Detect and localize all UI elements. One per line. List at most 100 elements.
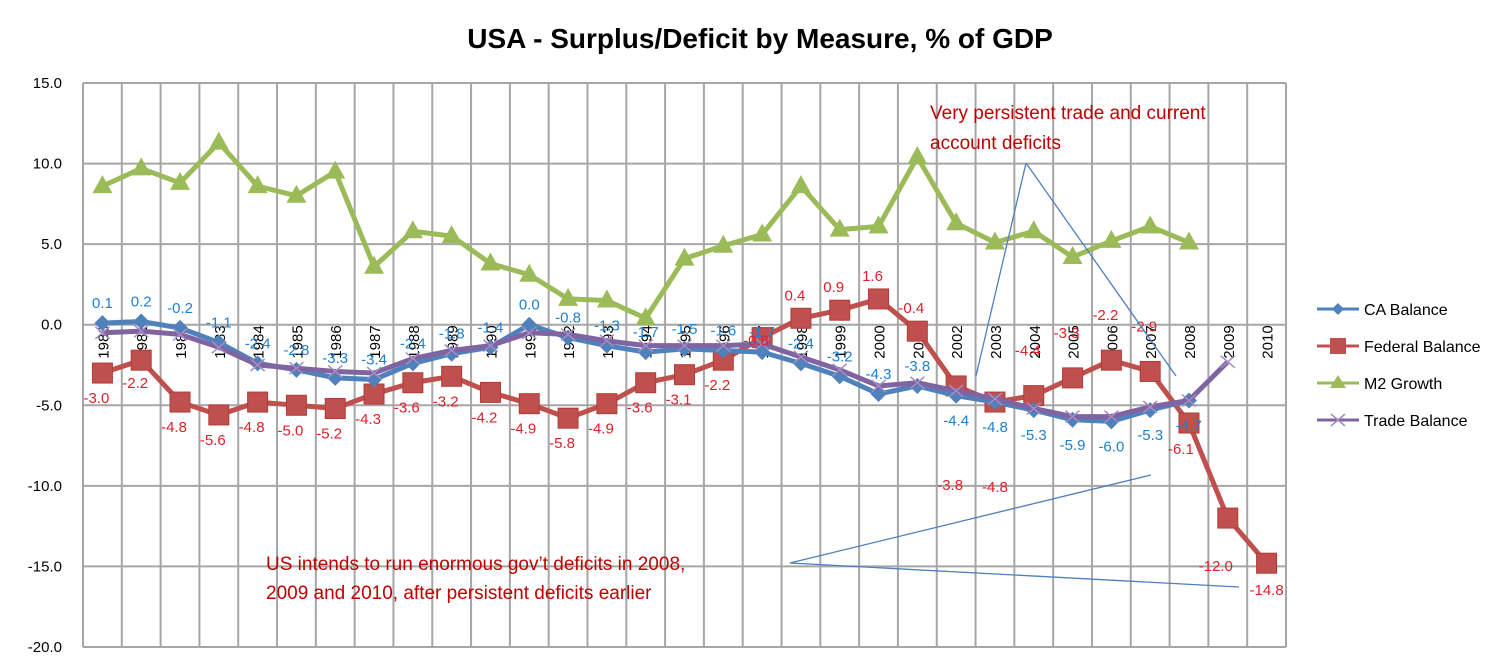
data-label-federal-balance: -3.6 (394, 400, 420, 417)
data-point-square (906, 320, 928, 342)
annotation-trade-pointer-right (1025, 162, 1177, 377)
data-label-federal-balance: -4.9 (588, 421, 614, 438)
data-label-ca-balance: -3.8 (904, 358, 930, 375)
legend-x-icon (1330, 413, 1346, 427)
series-line (101, 140, 1190, 321)
data-label-ca-balance: -6.0 (1098, 438, 1124, 455)
data-point-square (868, 288, 890, 310)
y-axis-ticks: 15.0 10.0 5.0 0.0 -5.0 -10.0 -15.0 -20.0 (28, 75, 62, 656)
data-point-triangle (674, 247, 695, 266)
data-label-federal-balance: -4.3 (355, 411, 381, 428)
data-point-square (130, 349, 152, 371)
data-point-square (441, 365, 463, 387)
data-point-square (91, 362, 113, 384)
data-point-x (793, 350, 809, 364)
data-label-federal-balance: -3.0 (83, 390, 109, 407)
data-point-x (250, 358, 266, 372)
data-label-federal-balance: -2.9 (1131, 318, 1157, 335)
data-label-federal-balance: -2.2 (704, 377, 730, 394)
annotation-trade-deficits: Very persistent trade and current accoun… (930, 103, 1211, 154)
y-tick-label: -20.0 (28, 639, 62, 656)
data-point-triangle (519, 263, 540, 282)
data-point-triangle (984, 231, 1005, 250)
data-point-x (948, 384, 964, 398)
x-tick-label: 1986 (328, 325, 345, 358)
data-point-x (405, 351, 421, 366)
data-label-federal-balance: -0.4 (898, 300, 924, 317)
data-point-triangle (286, 184, 307, 203)
data-point-x (1026, 401, 1042, 416)
data-labels-layer: 0.1 0.2 -0.2 -1.1 -2.4 -2.8 -3.3 -3.4 -2.4 -1.8 -1… (83, 268, 1283, 599)
data-label-ca-balance: -4.7 (1176, 417, 1202, 434)
data-point-triangle (480, 252, 501, 271)
data-point-x (560, 327, 576, 341)
data-label-federal-balance: -6.1 (1168, 441, 1194, 458)
data-point-x (1220, 355, 1236, 369)
data-label-federal-balance: -14.8 (1249, 582, 1283, 599)
x-tick-label: 2003 (988, 325, 1005, 358)
data-label-ca-balance: -1.6 (710, 322, 736, 339)
data-label-federal-balance: 0.4 (784, 287, 805, 304)
data-point-square (479, 381, 501, 403)
x-tick-label: 2004 (1027, 325, 1044, 358)
y-tick-label: 15.0 (33, 75, 62, 92)
annotation-trade-pointer-left (975, 162, 1027, 377)
data-point-triangle (596, 289, 617, 308)
data-point-square (402, 372, 424, 394)
data-label-federal-balance: -0.8 (743, 333, 769, 350)
data-point-triangle (635, 307, 656, 326)
data-point-square (557, 407, 579, 429)
data-label-ca-balance: -5.3 (1137, 427, 1163, 444)
x-tick-label: 1984 (251, 325, 268, 358)
legend: CA Balance Federal Balance M2 Growth Trade … (1317, 302, 1481, 430)
data-point-square (790, 307, 812, 329)
data-point-triangle (364, 255, 385, 274)
data-label-federal-balance: -5.0 (278, 422, 304, 439)
data-point-square (596, 393, 618, 415)
data-label-federal-balance: -5.6 (200, 432, 226, 449)
data-point-triangle (441, 225, 462, 244)
data-point-triangle (170, 171, 191, 190)
data-point-square (247, 391, 269, 413)
data-label-ca-balance: -4.4 (943, 413, 969, 430)
y-tick-label: 0.0 (41, 317, 62, 334)
data-label-federal-balance: -2.2 (1092, 307, 1118, 324)
data-point-x (1142, 400, 1158, 414)
data-point-x (444, 343, 460, 358)
annotation-trade-deficits-line-2: account deficits (930, 133, 1061, 154)
data-point-square (1100, 349, 1122, 371)
data-label-federal-balance: -12.0 (1199, 558, 1233, 575)
data-point-triangle (208, 131, 229, 150)
legend-item-federal-balance: Federal Balance (1317, 338, 1481, 356)
data-point-x (482, 339, 498, 353)
data-point-square (829, 299, 851, 321)
data-label-ca-balance: -1.7 (633, 324, 659, 341)
x-tick-label: 2002 (949, 325, 966, 358)
annotation-gov-pointer-lower (789, 562, 1240, 588)
data-point-triangle (1062, 246, 1083, 265)
data-label-ca-balance: -4.3 (866, 366, 892, 383)
data-label-ca-balance: -5.9 (1060, 437, 1086, 454)
data-point-square (674, 364, 695, 386)
data-point-x (172, 327, 188, 341)
data-point-triangle (1101, 229, 1122, 248)
data-label-federal-balance: -4.4 (1015, 343, 1041, 360)
data-point-triangle (1023, 220, 1044, 239)
data-point-diamond (94, 315, 111, 332)
data-point-square (208, 404, 230, 426)
data-label-federal-balance: 0.9 (823, 279, 844, 296)
data-point-triangle (713, 234, 734, 253)
data-point-x (94, 326, 110, 340)
annotation-gov-deficits-line-1: US intends to run enormous gov’t deficit… (266, 554, 685, 575)
data-label-federal-balance: -5.2 (316, 426, 342, 443)
data-point-square (324, 398, 346, 420)
data-label-federal-balance: 1.6 (862, 268, 883, 285)
data-label-federal-balance: -3.2 (433, 393, 459, 410)
data-point-x (521, 326, 537, 340)
x-tick-label: 1987 (367, 325, 384, 358)
data-point-square (518, 393, 540, 415)
data-point-x (715, 339, 731, 353)
data-point-x (1181, 393, 1197, 408)
y-tick-label: 10.0 (33, 156, 62, 173)
